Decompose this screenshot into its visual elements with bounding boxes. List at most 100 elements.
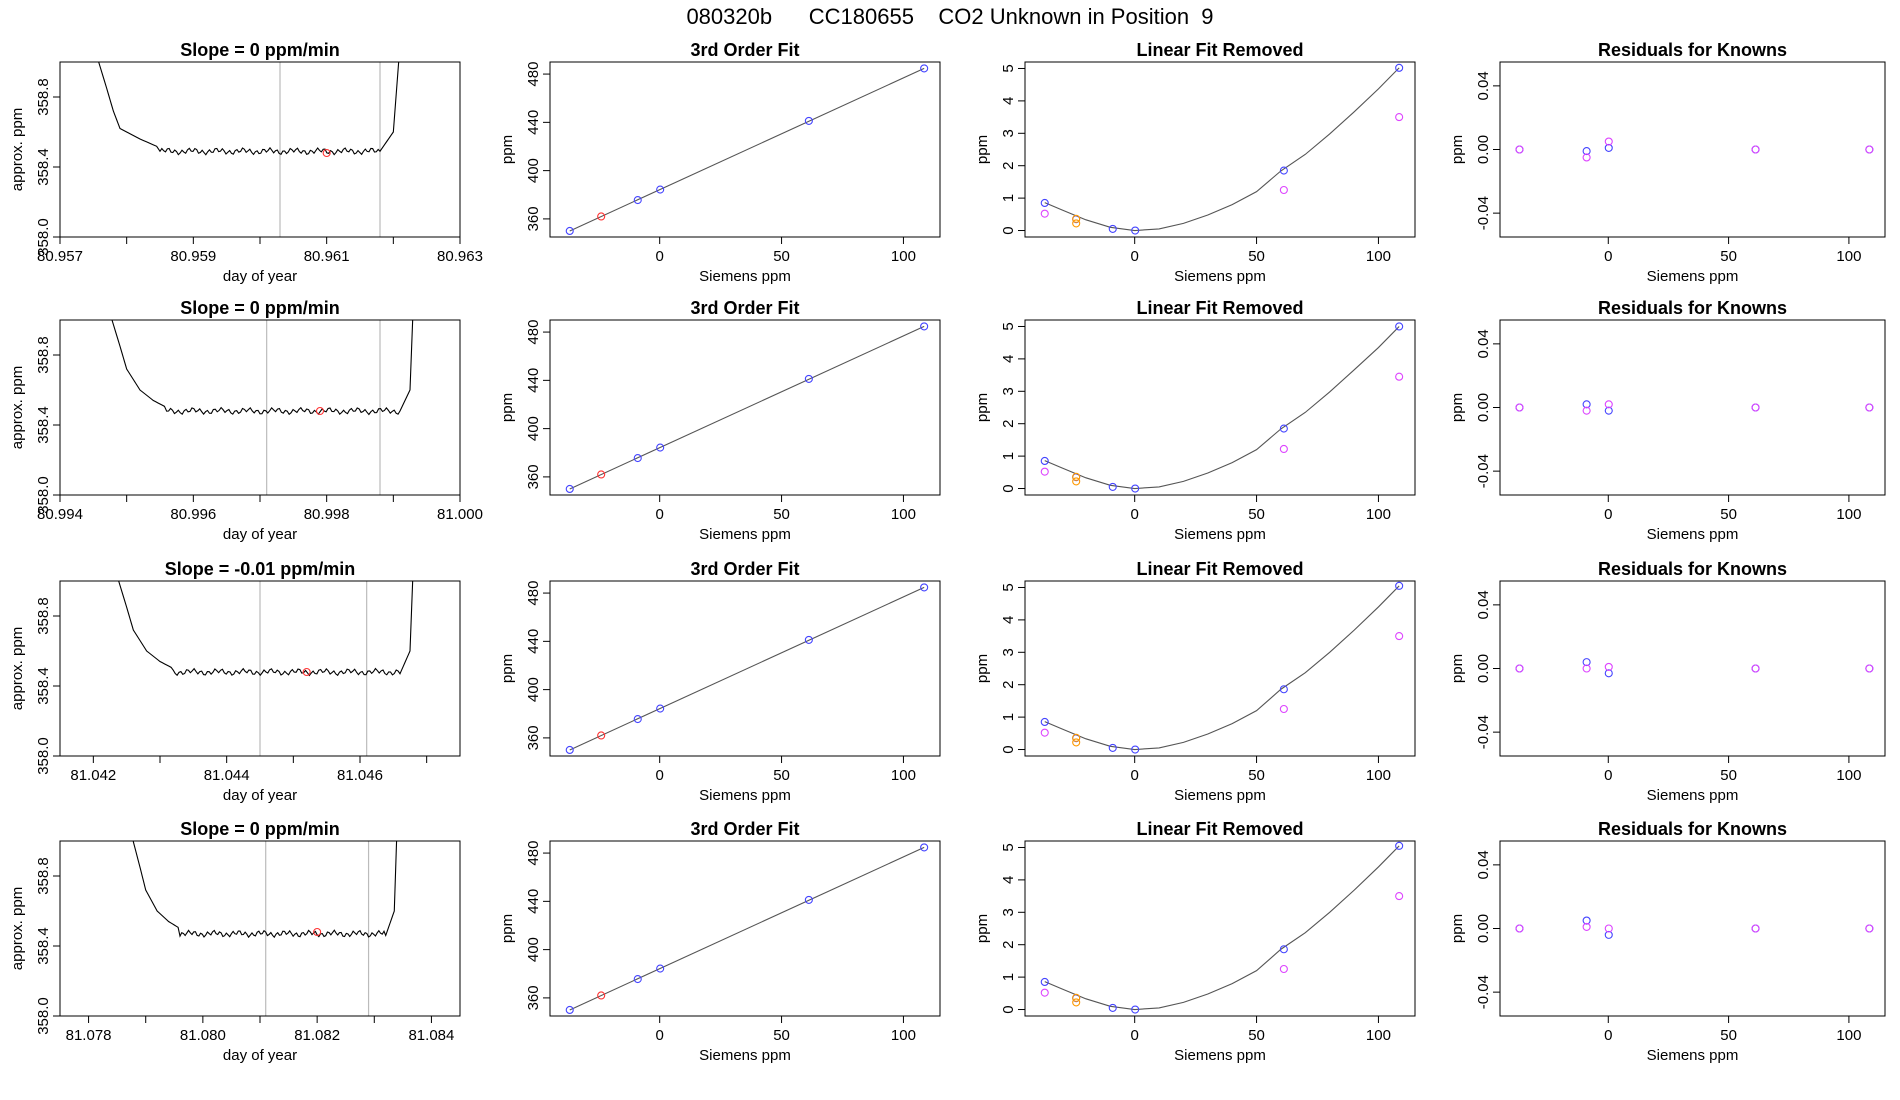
y-tick-label: 0.00 — [1475, 393, 1492, 422]
chart-title: Residuals for Knowns — [1598, 298, 1787, 318]
x-axis-label: day of year — [223, 526, 297, 543]
data-point — [565, 745, 574, 755]
y-tick-label: 400 — [525, 677, 542, 702]
data-point — [1604, 406, 1613, 415]
x-axis-label: Siemens ppm — [699, 1047, 791, 1064]
data-point — [1279, 444, 1288, 454]
data-point — [1395, 63, 1404, 72]
data-point — [1604, 669, 1613, 678]
plot-frame — [1499, 319, 1886, 496]
x-tick-label: 80.957 — [37, 248, 83, 265]
chart-panel: Slope = 0 ppm/min 80.994 80.996 80.998 81.00… — [9, 298, 483, 543]
y-axis-label: ppm — [1449, 914, 1466, 943]
chart-title: Slope = 0 ppm/min — [180, 298, 340, 318]
data-point — [1865, 145, 1874, 154]
y-tick-label: 5 — [1000, 64, 1017, 72]
data-layer — [1040, 581, 1404, 754]
data-point — [565, 226, 574, 236]
data-point — [1131, 226, 1140, 235]
y-tick-label: 5 — [1000, 583, 1017, 591]
chart-title: Linear Fit Removed — [1136, 559, 1303, 579]
x-tick-label: 80.994 — [37, 506, 83, 523]
data-point — [1582, 153, 1591, 162]
data-point — [1279, 964, 1288, 974]
y-tick-label: 3 — [1000, 129, 1017, 137]
data-point — [1108, 482, 1117, 491]
chart-panel: Linear Fit Removed 0 50 100 0 1 2 3 4 5 Siemens pp… — [974, 819, 1416, 1064]
y-axis-label: ppm — [499, 914, 516, 943]
fit-curve — [1044, 67, 1400, 232]
y-tick-label: 4 — [1000, 876, 1017, 884]
x-tick-label: 50 — [773, 767, 790, 784]
plot-frame — [59, 840, 461, 1017]
chart-panel: 3rd Order Fit 0 50 100 360 400 440 480 Siemens p… — [499, 40, 941, 285]
y-tick-label: 0.00 — [1475, 914, 1492, 943]
chart-title: Residuals for Knowns — [1598, 40, 1787, 60]
y-tick-label: 400 — [525, 416, 542, 441]
chart-title: 3rd Order Fit — [690, 298, 799, 318]
y-tick-label: -0.04 — [1475, 975, 1492, 1009]
data-point — [1515, 664, 1524, 673]
x-tick-label: 80.996 — [170, 506, 216, 523]
data-point — [1865, 664, 1874, 673]
data-point — [1515, 924, 1524, 933]
data-point — [1040, 456, 1049, 466]
y-axis-label: ppm — [974, 393, 991, 422]
y-tick-label: 358.4 — [35, 148, 52, 186]
x-tick-label: 81.044 — [204, 767, 250, 784]
data-point — [1072, 738, 1081, 747]
data-layer — [132, 841, 398, 939]
data-point — [633, 196, 642, 205]
x-tick-label: 0 — [1131, 248, 1139, 265]
data-point — [633, 975, 642, 984]
x-tick-label: 0 — [1604, 1027, 1612, 1044]
y-tick-label: 440 — [525, 368, 542, 393]
x-tick-label: 100 — [1836, 248, 1861, 265]
y-tick-label: 360 — [525, 725, 542, 750]
page-title: 080320b CC180655 CO2 Unknown in Position… — [686, 4, 1214, 29]
y-tick-label: 3 — [1000, 648, 1017, 656]
x-tick-label: 81.080 — [180, 1027, 226, 1044]
x-axis-label: day of year — [223, 268, 297, 285]
data-point — [656, 704, 665, 713]
y-axis-label: approx. ppm — [9, 366, 26, 449]
data-point — [804, 116, 813, 125]
data-point — [656, 185, 665, 194]
x-tick-label: 100 — [891, 1027, 916, 1044]
data-point — [597, 470, 606, 479]
data-point — [1582, 916, 1591, 925]
y-tick-label: 0.04 — [1475, 329, 1492, 358]
x-tick-label: 81.078 — [66, 1027, 112, 1044]
data-point — [565, 1005, 574, 1015]
data-point — [1604, 400, 1613, 409]
x-tick-label: 50 — [1720, 767, 1737, 784]
y-tick-label: 440 — [525, 889, 542, 914]
data-point — [804, 374, 813, 383]
x-axis-label: Siemens ppm — [1174, 787, 1266, 804]
data-point — [633, 715, 642, 724]
y-tick-label: -0.04 — [1475, 196, 1492, 230]
y-axis-label: approx. ppm — [9, 627, 26, 710]
chart-title: Linear Fit Removed — [1136, 819, 1303, 839]
chart-panel: Slope = 0 ppm/min 81.078 81.080 81.082 81.08… — [9, 819, 461, 1064]
chart-panel: 3rd Order Fit 0 50 100 360 400 440 480 Siemens p… — [499, 559, 941, 804]
data-layer — [565, 64, 929, 236]
y-tick-label: 358.0 — [35, 737, 52, 775]
x-axis-label: Siemens ppm — [1174, 268, 1266, 285]
x-tick-label: 80.961 — [304, 248, 350, 265]
data-point — [1604, 924, 1613, 933]
data-point — [1279, 185, 1288, 195]
y-tick-label: 4 — [1000, 97, 1017, 105]
data-point — [1131, 484, 1140, 493]
x-tick-label: 50 — [1248, 1027, 1265, 1044]
chart-title: 3rd Order Fit — [690, 40, 799, 60]
data-point — [1131, 745, 1140, 754]
data-point — [1072, 998, 1081, 1007]
x-tick-label: 0 — [1131, 506, 1139, 523]
x-tick-label: 100 — [1836, 1027, 1861, 1044]
y-tick-label: 0 — [1000, 484, 1017, 492]
fit-curve — [1044, 845, 1400, 1011]
x-tick-label: 50 — [1720, 506, 1737, 523]
data-layer — [111, 320, 414, 416]
